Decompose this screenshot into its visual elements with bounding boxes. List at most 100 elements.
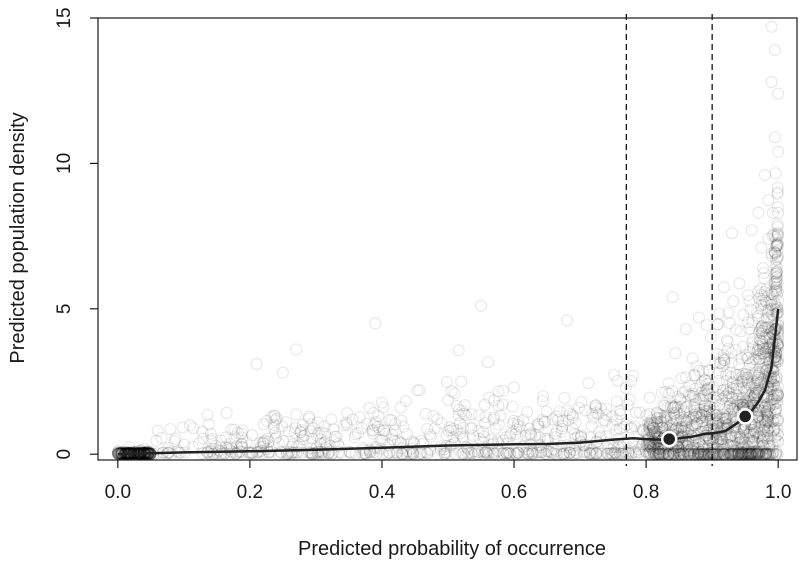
data-point bbox=[756, 363, 769, 376]
data-point bbox=[443, 447, 456, 460]
data-point bbox=[642, 417, 655, 430]
data-point bbox=[650, 447, 663, 460]
data-point bbox=[763, 440, 776, 452]
data-point bbox=[594, 402, 607, 415]
data-point bbox=[546, 413, 559, 426]
data-point bbox=[561, 404, 574, 417]
data-point bbox=[397, 420, 410, 433]
data-point bbox=[411, 384, 424, 397]
data-point bbox=[622, 444, 635, 457]
data-point bbox=[767, 228, 780, 241]
data-point bbox=[678, 413, 691, 426]
highlight-point bbox=[736, 408, 754, 425]
data-point bbox=[368, 446, 380, 459]
y-tick-label: 15 bbox=[54, 7, 75, 28]
data-point bbox=[614, 404, 627, 417]
data-point bbox=[322, 445, 335, 458]
data-point bbox=[647, 421, 660, 434]
data-point bbox=[506, 400, 519, 413]
data-point bbox=[753, 326, 766, 339]
data-point bbox=[702, 440, 715, 452]
data-point bbox=[517, 440, 530, 453]
data-point bbox=[656, 447, 669, 460]
data-point bbox=[521, 406, 534, 418]
data-point bbox=[306, 447, 319, 460]
data-point bbox=[621, 399, 634, 411]
data-point bbox=[550, 444, 563, 457]
data-point bbox=[743, 446, 756, 459]
data-point bbox=[625, 374, 638, 387]
data-point bbox=[754, 445, 767, 458]
data-point bbox=[590, 447, 603, 460]
data-point bbox=[659, 385, 672, 398]
data-point bbox=[717, 435, 729, 448]
data-point bbox=[714, 436, 727, 448]
data-point bbox=[677, 446, 690, 459]
data-point bbox=[507, 414, 520, 427]
data-point bbox=[717, 384, 730, 397]
data-point bbox=[564, 447, 577, 459]
data-point bbox=[464, 446, 477, 459]
data-point bbox=[558, 447, 570, 460]
data-point bbox=[771, 428, 784, 441]
data-point bbox=[769, 302, 782, 315]
data-point bbox=[740, 447, 753, 460]
data-point bbox=[755, 299, 768, 312]
data-point bbox=[668, 447, 681, 460]
data-point bbox=[733, 428, 746, 441]
data-point bbox=[716, 433, 729, 446]
data-point bbox=[667, 412, 680, 425]
data-point bbox=[762, 416, 775, 429]
data-point bbox=[675, 444, 688, 457]
data-point bbox=[733, 382, 745, 395]
data-point bbox=[682, 438, 695, 450]
data-point bbox=[759, 447, 772, 460]
data-point bbox=[703, 409, 716, 422]
data-point bbox=[676, 421, 688, 434]
data-point bbox=[740, 445, 753, 458]
data-point bbox=[250, 446, 263, 459]
data-point bbox=[313, 445, 326, 458]
data-point bbox=[660, 447, 673, 460]
data-point bbox=[526, 445, 539, 458]
data-point bbox=[745, 369, 758, 382]
data-point bbox=[649, 436, 662, 449]
data-point bbox=[661, 401, 674, 414]
data-point bbox=[753, 366, 766, 379]
data-point bbox=[747, 423, 760, 436]
data-point bbox=[364, 446, 376, 459]
data-point bbox=[764, 338, 777, 351]
data-point bbox=[771, 239, 784, 252]
data-point bbox=[761, 422, 774, 435]
data-point bbox=[256, 447, 269, 460]
data-point bbox=[746, 445, 759, 458]
data-point bbox=[682, 446, 695, 459]
data-point bbox=[651, 406, 663, 419]
data-point bbox=[654, 412, 667, 425]
data-point bbox=[675, 400, 688, 413]
data-point bbox=[724, 439, 737, 451]
data-point bbox=[560, 447, 572, 459]
data-point bbox=[722, 306, 735, 319]
data-point bbox=[714, 356, 727, 369]
data-point bbox=[472, 425, 485, 438]
data-point bbox=[646, 420, 659, 432]
data-point bbox=[725, 370, 738, 383]
data-point bbox=[417, 437, 430, 450]
data-point bbox=[720, 383, 733, 396]
data-point bbox=[421, 423, 434, 435]
data-point bbox=[745, 424, 758, 436]
data-point bbox=[682, 427, 694, 440]
data-point bbox=[637, 425, 650, 438]
data-point bbox=[749, 387, 762, 400]
data-point bbox=[453, 403, 466, 416]
data-point bbox=[525, 447, 538, 460]
data-point bbox=[589, 399, 602, 412]
data-point bbox=[748, 389, 761, 402]
data-point bbox=[767, 446, 780, 459]
data-point bbox=[760, 345, 773, 358]
data-point bbox=[731, 379, 744, 392]
data-point bbox=[341, 418, 353, 431]
data-point bbox=[633, 446, 646, 459]
data-point bbox=[527, 447, 539, 460]
